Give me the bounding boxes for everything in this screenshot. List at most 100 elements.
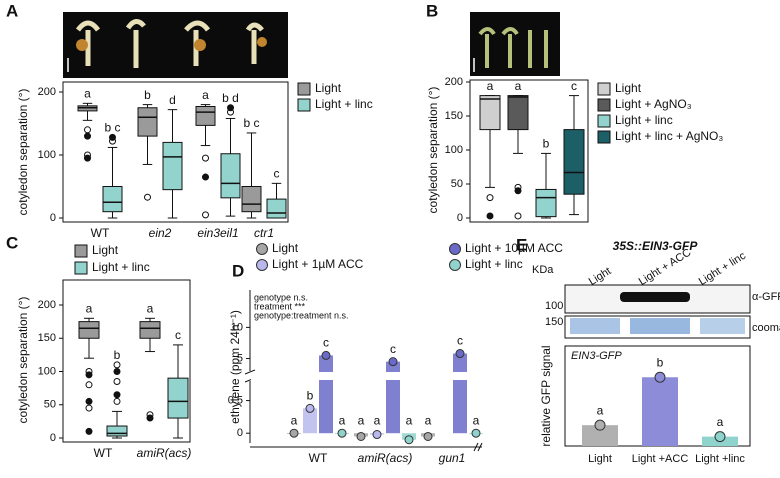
western-blot: 35S::EIN3-GFP KDa Light Light + ACC Ligh… (532, 239, 780, 339)
y-tick-label: 0 (237, 427, 243, 439)
legend-label: Light + linc + AgNO₃ (615, 129, 723, 143)
legend-label: Light + linc (465, 257, 523, 271)
y-tick-label: 200 (38, 299, 56, 311)
outlier (84, 132, 91, 140)
panel-label: A (6, 1, 18, 20)
bar (319, 355, 333, 434)
photo-a (63, 12, 288, 78)
legend-label: Light (92, 243, 119, 257)
x-tick-label: ein3eil1 (197, 226, 238, 240)
box (535, 188, 557, 218)
y-axis-label: cotyledon separation (°) (16, 89, 30, 216)
bar-point (388, 357, 398, 367)
outlier (146, 414, 154, 422)
antibody-label: α-GFP (752, 291, 780, 303)
panel-label: C (6, 233, 18, 252)
significance-letter: a (425, 413, 432, 427)
x-tick-label: WT (94, 446, 113, 460)
legend-label: Light (272, 241, 299, 255)
box (139, 321, 161, 339)
legend-swatch (74, 261, 88, 275)
outlier (514, 187, 522, 195)
outlier (84, 126, 91, 134)
outlier (113, 377, 121, 385)
y-tick-label: 5 (237, 352, 243, 364)
legend-label: Light (315, 81, 342, 95)
x-tick-label: Light (588, 453, 612, 465)
bar-point (321, 350, 331, 360)
bar-point (356, 431, 366, 441)
y-axis-label: cotyledon separation (°) (16, 297, 30, 424)
y-tick-label: 150 (445, 110, 463, 122)
outlier (84, 154, 91, 162)
significance-letter: c (571, 79, 577, 93)
x-tick-label: ctr1 (254, 226, 274, 240)
bar-point (305, 403, 315, 413)
panel-label: D (232, 261, 244, 280)
y-tick-label: 100 (38, 365, 56, 377)
significance-letter: a (84, 87, 91, 101)
legend-swatch (449, 243, 461, 255)
significance-letter: a (473, 413, 480, 427)
box (220, 153, 241, 199)
legend-label: Light + AgNO₃ (615, 97, 692, 111)
outlier (113, 361, 121, 369)
significance-letter: b c (243, 116, 259, 130)
bar-point (289, 428, 299, 438)
y-tick-label: 100 (38, 149, 56, 161)
blot-unit: KDa (532, 264, 554, 276)
legend-swatch (597, 98, 611, 112)
bar-point (654, 371, 666, 383)
outlier (202, 211, 209, 219)
box (137, 107, 158, 137)
legend-label: Light + linc (315, 97, 373, 111)
marker-label: 150 (545, 316, 563, 328)
box (167, 377, 189, 419)
panel-label: B (426, 1, 438, 20)
outlier (202, 154, 209, 162)
significance-letter: a (406, 413, 413, 427)
outlier (227, 104, 234, 112)
annotation: genotype n.s. (254, 292, 308, 302)
legend-swatch (449, 259, 461, 271)
annotation: treatment *** (254, 301, 306, 311)
box (563, 129, 585, 195)
significance-letter: a (339, 413, 346, 427)
marker-label: 100 (545, 300, 563, 312)
significance-letter: d (169, 93, 176, 107)
inset-label: EIN3-GFP (571, 350, 622, 362)
outlier (144, 193, 151, 201)
significance-letter: b c (104, 121, 120, 135)
outlier (113, 368, 121, 375)
outlier (113, 391, 121, 399)
y-tick-label: 200 (38, 86, 56, 98)
bar-point (714, 431, 726, 443)
box (479, 95, 501, 131)
significance-letter: b (307, 389, 314, 403)
x-tick-label: Light +ACC (632, 453, 689, 465)
legend-swatch (256, 259, 268, 271)
legend-swatch (597, 130, 611, 144)
legend-label: Light + linc (92, 260, 150, 274)
bar (453, 353, 467, 434)
legend-label: Light (615, 81, 642, 95)
x-tick-label: amiR(acs) (358, 451, 413, 465)
outlier (85, 371, 93, 379)
lane-label: Light + linc (697, 250, 749, 288)
bar (582, 425, 618, 446)
bar (303, 408, 317, 434)
bar (642, 377, 678, 446)
bar-point (337, 428, 347, 438)
box (78, 321, 100, 339)
box (162, 141, 183, 191)
significance-letter: a (291, 413, 298, 427)
x-tick-label: WT (309, 451, 328, 465)
bar-point (404, 435, 414, 445)
legend-swatch (297, 82, 311, 96)
outlier (85, 404, 93, 412)
box (102, 186, 123, 213)
outlier (486, 212, 494, 220)
box (507, 95, 529, 131)
plot-frame (62, 81, 289, 223)
